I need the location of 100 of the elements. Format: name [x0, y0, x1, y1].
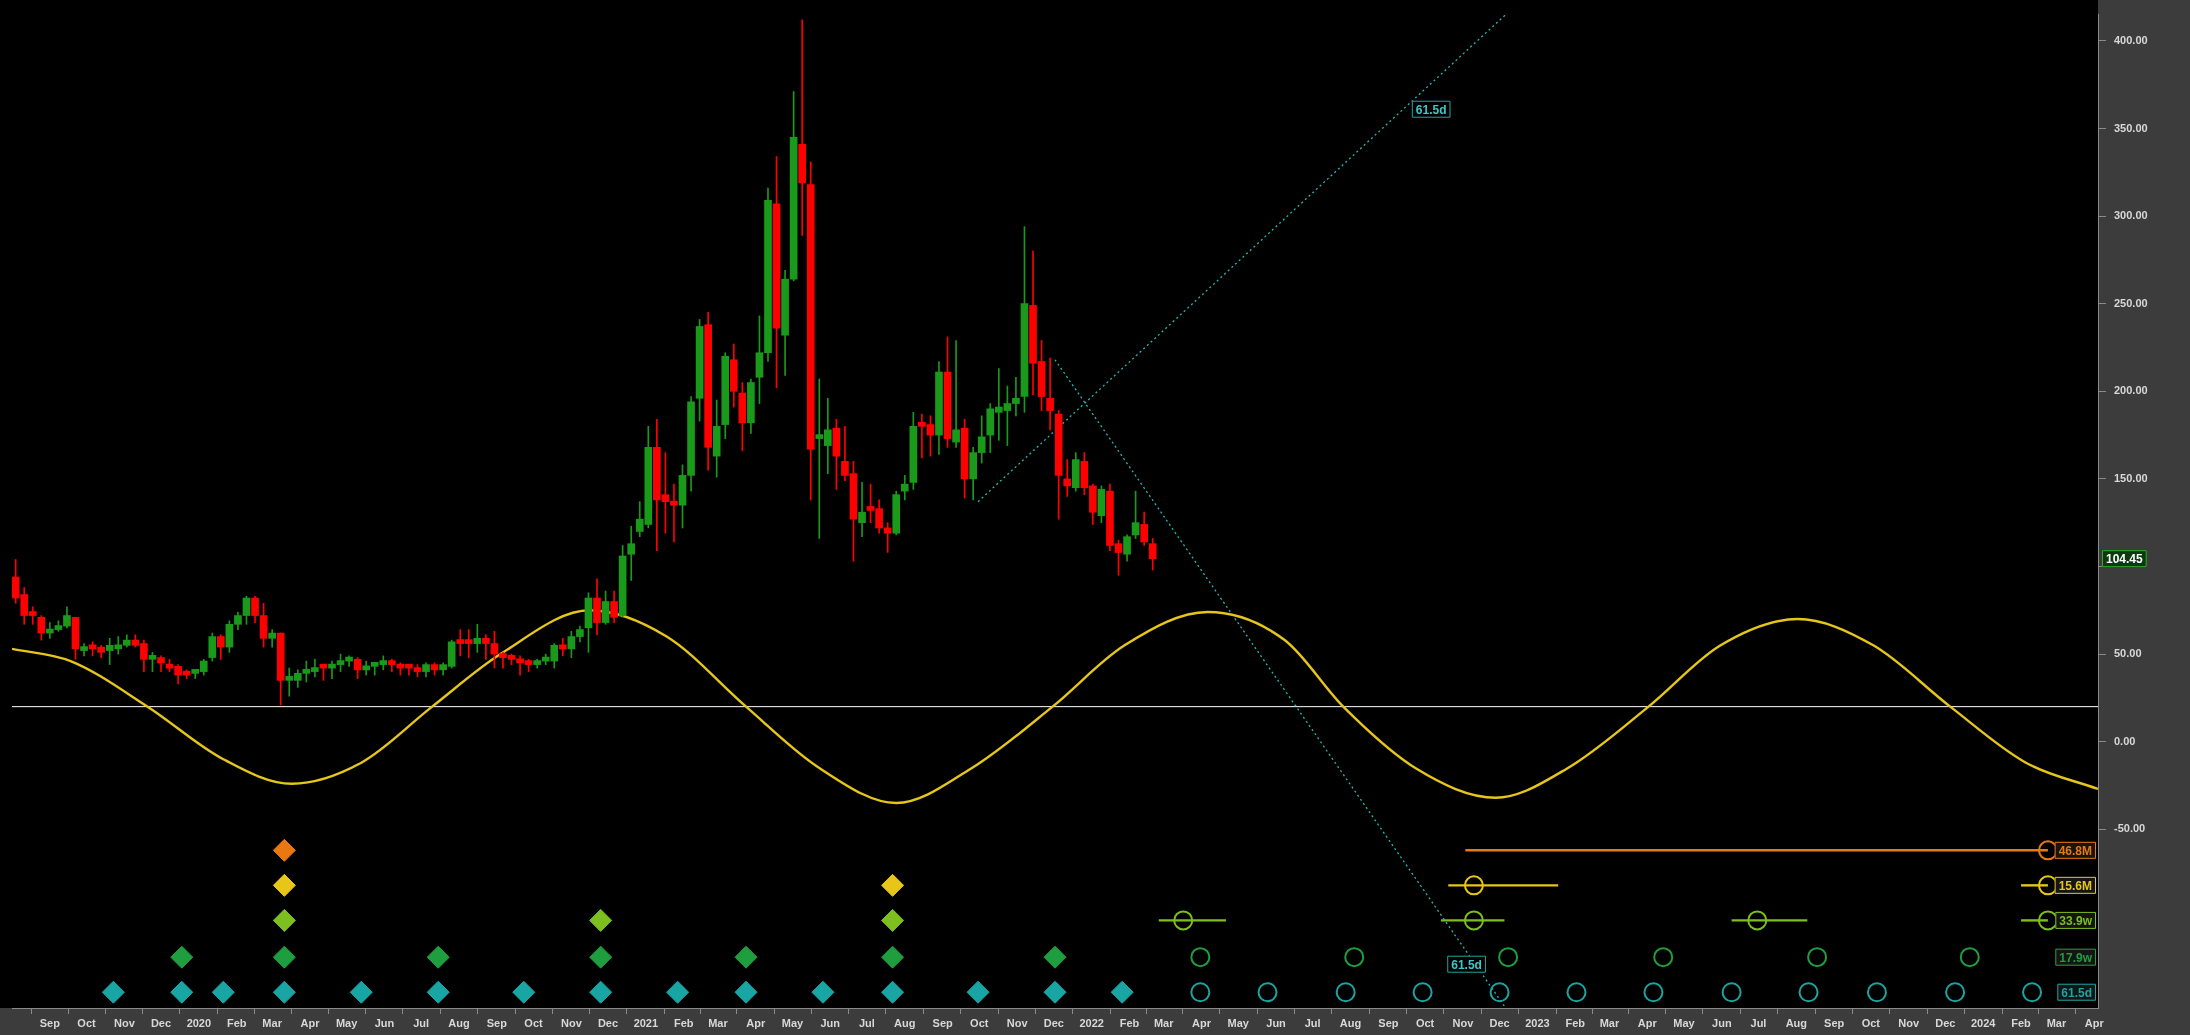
x-tick-label: Mar: [2046, 1016, 2067, 1029]
x-tick-label: Feb: [1119, 1016, 1140, 1029]
x-tick-label: Aug: [1785, 1016, 1808, 1029]
point: [1653, 947, 1674, 968]
x-tick-label: Dec: [1935, 1016, 1956, 1029]
x-tick-label: Dec: [1043, 1016, 1064, 1029]
x-tick-label: Aug: [894, 1016, 916, 1029]
point: [881, 873, 905, 897]
x-tick-label: Jun: [820, 1016, 841, 1029]
x-tick-label: Jul: [1304, 1016, 1321, 1029]
x-tick-label: May: [1673, 1016, 1696, 1029]
x-tick-label: Feb: [226, 1016, 247, 1029]
text: 17.9w: [2059, 950, 2093, 965]
candlestick: [1063, 459, 1072, 497]
point: [1747, 910, 1768, 931]
x-tick-label: Apr: [300, 1016, 321, 1029]
x-tick-label: Oct: [524, 1016, 543, 1029]
point: [1498, 947, 1519, 968]
x-tick-label: Nov: [560, 1016, 583, 1029]
point: [2037, 910, 2058, 931]
candlestick: [1046, 357, 1054, 431]
x-tick-label: Sep: [1378, 1016, 1399, 1029]
point: [1257, 982, 1278, 1003]
point: [272, 838, 296, 862]
y-tick-label: 250.00: [2114, 296, 2148, 309]
point: [1344, 947, 1365, 968]
x-tick-label: Jul: [413, 1016, 430, 1029]
point: [1945, 982, 1966, 1003]
x-tick-label: Feb: [1565, 1016, 1586, 1029]
point: [426, 980, 450, 1004]
x-tick-label: Sep: [486, 1016, 508, 1029]
candlestick: [798, 19, 807, 236]
x-tick-label: Aug: [1339, 1016, 1362, 1029]
x-tick-label: 2021: [633, 1016, 659, 1029]
x-tick-label: Mar: [1599, 1016, 1620, 1029]
point: [1335, 982, 1356, 1003]
x-tick-label: Dec: [150, 1016, 172, 1029]
x-tick-label: Apr: [2084, 1016, 2105, 1029]
point: [1190, 947, 1211, 968]
point: [1043, 980, 1067, 1004]
point: [1566, 982, 1587, 1003]
candlestick: [858, 482, 866, 538]
x-tick-label: Oct: [1861, 1016, 1881, 1029]
x-tick-label: Apr: [1637, 1016, 1658, 1029]
point: [170, 980, 194, 1004]
y-tick-label: 50.00: [2114, 647, 2142, 660]
x-tick-label: Jul: [1750, 1016, 1767, 1029]
x-tick-label: Oct: [77, 1016, 96, 1029]
x-tick-label: Sep: [932, 1016, 953, 1029]
point: [1463, 910, 1484, 931]
point: [101, 980, 125, 1004]
point: [272, 945, 296, 969]
series-label: 15.6M: [2058, 878, 2093, 893]
x-tick-label: Jul: [858, 1016, 875, 1029]
point: [272, 908, 296, 932]
x-tick-label: May: [335, 1016, 359, 1029]
y-tick-label: 350.00: [2114, 121, 2148, 134]
candlestick: [627, 525, 636, 581]
point: [811, 980, 835, 1004]
point: [1463, 875, 1484, 896]
x-tick-label: Jun: [1712, 1016, 1732, 1029]
x-tick-label: Apr: [746, 1016, 766, 1029]
x-tick-label: Apr: [1192, 1016, 1212, 1029]
annotation: 61.5d: [1415, 102, 1447, 117]
point: [1190, 982, 1211, 1003]
point: [1721, 982, 1742, 1003]
x-tick-label: Feb: [2011, 1016, 2032, 1029]
x-tick-label: Nov: [1898, 1016, 1920, 1029]
point: [881, 908, 905, 932]
point: [589, 908, 613, 932]
x-tick-label: Jun: [1266, 1016, 1287, 1029]
point: [1959, 947, 1980, 968]
point: [734, 945, 758, 969]
series-label: 61.5d: [2061, 985, 2092, 1000]
candlestick: [473, 623, 482, 653]
y-tick-label: -50.00: [2114, 822, 2146, 835]
point: [211, 980, 235, 1004]
point: [881, 980, 905, 1004]
point: [272, 980, 296, 1004]
x-tick-label: Mar: [708, 1016, 729, 1029]
line-series: [12, 609, 2098, 805]
x-tick-label: 2023: [1525, 1016, 1550, 1029]
x-tick-label: Sep: [1824, 1016, 1845, 1029]
point: [966, 980, 990, 1004]
point: [272, 873, 296, 897]
x-tick-label: Mar: [262, 1016, 283, 1029]
candlestick: [883, 522, 892, 553]
point: [1866, 982, 1887, 1003]
series-label: 33.9w: [2059, 913, 2093, 928]
x-tick-label: Aug: [448, 1016, 470, 1029]
point: [1807, 947, 1828, 968]
point: [589, 945, 613, 969]
point: [349, 980, 373, 1004]
point: [589, 980, 613, 1004]
text: 104.45: [2106, 552, 2144, 566]
x-tick-label: Nov: [1006, 1016, 1029, 1029]
x-tick-label: 2020: [186, 1016, 212, 1029]
series-label: 46.8M: [2058, 843, 2093, 858]
point: [666, 980, 690, 1004]
x-tick-label: Feb: [673, 1016, 694, 1029]
